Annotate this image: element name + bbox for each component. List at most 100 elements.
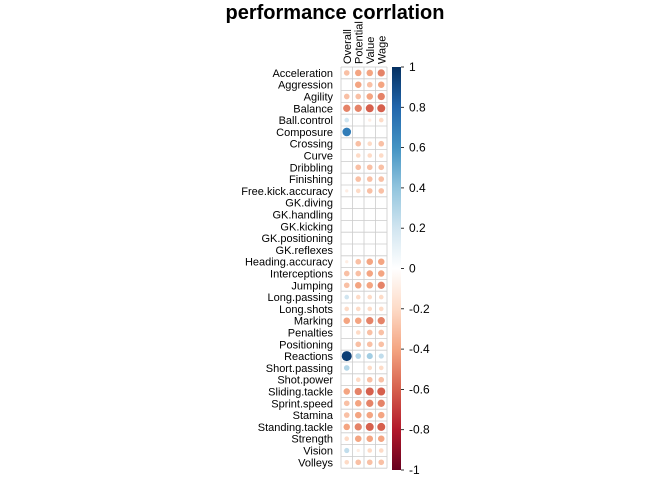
corr-cell-Reactions-Wage xyxy=(378,353,384,359)
row-label: GK.kicking xyxy=(280,221,333,233)
row-label: Ball.control xyxy=(279,115,333,127)
corr-cell-Penalties-Value xyxy=(366,329,373,336)
colorbar-tick-label: 0 xyxy=(409,262,416,276)
row-label: Free.kick.accuracy xyxy=(241,186,333,198)
corr-cell-Reactions-Potential xyxy=(355,353,362,359)
corr-cell-Agility-Value xyxy=(366,93,374,100)
corr-cell-GK.reflexes-Value xyxy=(368,249,371,251)
corr-cell-Long.passing-Overall xyxy=(344,294,350,300)
corr-cell-Dribbling-Potential xyxy=(355,164,362,171)
row-label: Reactions xyxy=(284,351,333,363)
row-label: Long.passing xyxy=(268,292,333,304)
corr-cell-Aggression-Potential xyxy=(354,81,362,88)
corr-cell-Stamina-Value xyxy=(366,411,374,419)
row-label: Vision xyxy=(303,446,333,458)
corr-cell-Balance-Potential xyxy=(354,104,362,112)
row-label: GK.reflexes xyxy=(276,245,334,257)
corr-cell-Jumping-Value xyxy=(366,282,374,289)
grid-layer xyxy=(340,66,388,469)
corr-cell-Interceptions-Wage xyxy=(377,270,385,277)
corr-cell-GK.handling-Overall xyxy=(345,213,348,216)
row-label: Stamina xyxy=(293,410,334,422)
corr-cell-Reactions-Value xyxy=(366,353,373,360)
row-label: Marking xyxy=(294,316,333,328)
row-label: Short.passing xyxy=(266,363,333,375)
corr-cell-Sprint.speed-Wage xyxy=(377,399,385,407)
corr-cell-Strength-Wage xyxy=(377,435,385,442)
corr-cell-Long.shots-Potential xyxy=(355,306,361,312)
corr-cell-Curve-Potential xyxy=(355,153,361,158)
corr-cell-Positioning-Potential xyxy=(355,341,362,348)
corr-cell-Shot.power-Value xyxy=(366,376,373,383)
column-label: Wage xyxy=(376,36,388,64)
corr-cell-GK.kicking-Overall xyxy=(345,225,348,228)
corr-cell-Standing.tackle-Potential xyxy=(354,423,362,431)
corr-cell-Heading.accuracy-Wage xyxy=(377,258,385,265)
row-label: Long.shots xyxy=(279,304,333,316)
corr-cell-Interceptions-Overall xyxy=(343,270,350,277)
corr-cell-Agility-Overall xyxy=(343,93,350,100)
corr-cell-Penalties-Potential xyxy=(355,330,361,335)
corr-cell-Long.shots-Wage xyxy=(378,306,384,312)
corr-cell-Acceleration-Value xyxy=(366,69,374,77)
row-label: Sliding.tackle xyxy=(268,387,333,399)
corr-cell-Vision-Value xyxy=(367,448,373,453)
corr-cell-Dribbling-Value xyxy=(366,164,373,171)
corr-cell-Sprint.speed-Potential xyxy=(354,400,362,407)
corr-cell-Sprint.speed-Value xyxy=(366,399,374,407)
row-label: Agility xyxy=(304,92,334,104)
column-label: Potential xyxy=(353,21,365,64)
corr-cell-Strength-Value xyxy=(366,435,374,442)
row-label: Strength xyxy=(291,434,333,446)
corr-cell-Heading.accuracy-Value xyxy=(366,258,374,265)
row-label: Finishing xyxy=(289,174,333,186)
corr-cell-Short.passing-Overall xyxy=(343,365,350,371)
corr-cell-Interceptions-Value xyxy=(366,270,374,277)
corr-cell-GK.handling-Wage xyxy=(380,213,383,216)
corr-cell-Curve-Value xyxy=(367,153,373,158)
colorbar-gradient xyxy=(392,67,401,470)
corr-cell-GK.kicking-Potential xyxy=(357,225,360,228)
corr-cell-Dribbling-Wage xyxy=(378,164,385,171)
corr-cell-Positioning-Value xyxy=(366,341,373,348)
corr-cell-Acceleration-Overall xyxy=(343,70,350,76)
corr-cell-Acceleration-Wage xyxy=(377,69,385,77)
corr-cell-GK.diving-Potential xyxy=(357,201,360,204)
corr-cell-GK.handling-Value xyxy=(368,213,371,216)
row-label: Acceleration xyxy=(272,68,333,80)
corr-cell-Marking-Overall xyxy=(343,317,351,324)
column-label: Value xyxy=(365,37,377,64)
circle-layer xyxy=(341,69,386,466)
corr-cell-Finishing-Potential xyxy=(355,176,362,182)
corr-cell-GK.positioning-Wage xyxy=(380,237,383,240)
corr-cell-Sliding.tackle-Wage xyxy=(377,387,386,396)
corr-cell-Composure-Overall xyxy=(342,127,352,137)
corr-cell-Long.passing-Value xyxy=(367,294,373,300)
corr-cell-Standing.tackle-Wage xyxy=(377,422,386,431)
corr-cell-Short.passing-Wage xyxy=(378,365,384,371)
corr-cell-Reactions-Overall xyxy=(341,351,352,362)
row-label: Positioning xyxy=(279,339,333,351)
corr-cell-Ball.control-Value xyxy=(368,118,372,122)
corr-cell-GK.kicking-Wage xyxy=(380,225,383,228)
colorbar-tick-label: 0.2 xyxy=(409,221,426,235)
colorbar-tick-label: 0.8 xyxy=(409,100,426,114)
corr-cell-Shot.power-Potential xyxy=(355,377,361,383)
corr-cell-Strength-Overall xyxy=(344,436,350,442)
corr-cell-Marking-Value xyxy=(366,317,374,325)
corr-cell-Long.shots-Overall xyxy=(344,306,350,312)
corr-cell-Sliding.tackle-Value xyxy=(365,387,374,396)
corr-cell-Jumping-Potential xyxy=(354,282,362,289)
row-label: Aggression xyxy=(278,80,333,92)
colorbar-tick-label: -0.4 xyxy=(409,342,430,356)
corr-cell-Stamina-Overall xyxy=(343,412,350,418)
corr-cell-Ball.control-Overall xyxy=(344,117,350,123)
corr-cell-Agility-Wage xyxy=(377,92,385,101)
corr-cell-Sprint.speed-Overall xyxy=(343,400,350,407)
corr-cell-Standing.tackle-Overall xyxy=(343,423,351,431)
corr-cell-GK.diving-Overall xyxy=(345,201,348,204)
colorbar-tick-label: -0.6 xyxy=(409,382,430,396)
corr-cell-Shot.power-Wage xyxy=(378,376,385,383)
corr-cell-Sliding.tackle-Potential xyxy=(354,387,362,396)
